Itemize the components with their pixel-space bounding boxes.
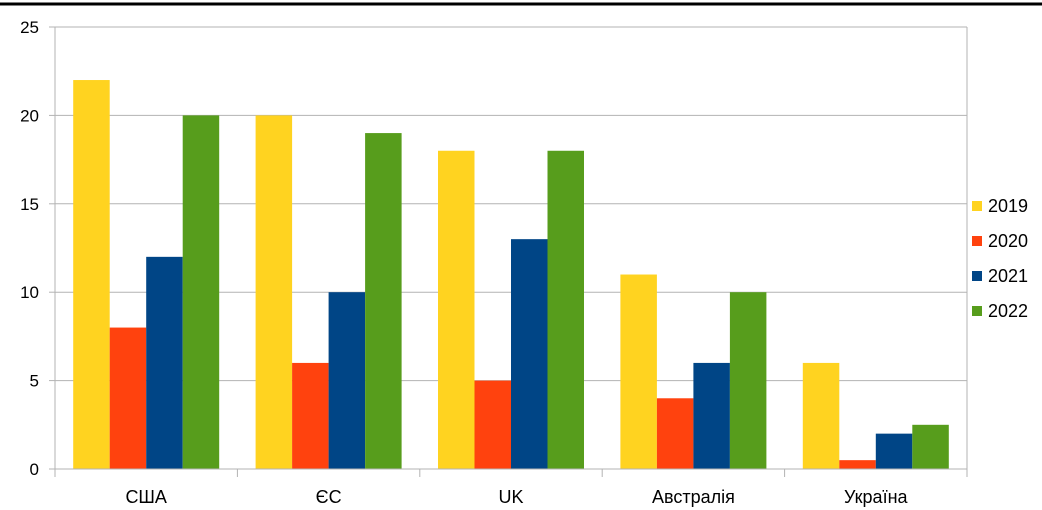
- legend-label: 2019: [988, 196, 1028, 216]
- bar-2021-5: [875, 433, 913, 469]
- legend-label: 2020: [988, 231, 1028, 251]
- bar-2020-1: [109, 327, 147, 469]
- bar-2022-1: [182, 115, 220, 470]
- bar-2022-3: [547, 150, 584, 469]
- bars: [73, 80, 949, 470]
- bar-2021-2: [328, 292, 366, 469]
- bar-2019-2: [255, 115, 293, 470]
- bar-2022-5: [912, 424, 949, 469]
- legend: 2019 2020 2021 2022: [972, 196, 1028, 321]
- x-tick-label: ЄС: [316, 487, 342, 507]
- bar-2021-1: [146, 256, 183, 469]
- axes: [54, 27, 968, 470]
- bar-2019-5: [802, 362, 840, 469]
- legend-label: 2021: [988, 266, 1028, 286]
- bar-2022-4: [729, 292, 767, 469]
- bar-2020-5: [839, 460, 876, 469]
- bar-2021-3: [511, 239, 548, 469]
- bar-2021-4: [693, 362, 730, 469]
- x-tick-label: США: [125, 487, 167, 507]
- bar-2019-4: [620, 274, 657, 469]
- y-tick-label: 5: [30, 372, 39, 391]
- bar-2020-3: [474, 380, 511, 469]
- bar-2020-2: [292, 362, 329, 469]
- legend-swatch: [972, 271, 982, 281]
- y-axis-ticks: 0 5 10 15 20 25: [20, 18, 55, 479]
- y-tick-label: 0: [30, 460, 39, 479]
- y-tick-label: 25: [20, 18, 39, 37]
- legend-swatch: [972, 201, 982, 211]
- bar-2019-3: [438, 150, 475, 469]
- bar-2020-4: [656, 398, 694, 469]
- x-tick-label: Україна: [844, 487, 908, 507]
- legend-swatch: [972, 236, 982, 246]
- bar-2022-2: [365, 133, 402, 469]
- legend-swatch: [972, 306, 982, 316]
- y-tick-label: 20: [20, 106, 39, 125]
- x-tick-label: UK: [498, 487, 523, 507]
- x-axis-ticks: США ЄС UK Австралія Україна: [54, 469, 968, 507]
- x-tick-label: Австралія: [652, 487, 735, 507]
- y-tick-label: 10: [20, 283, 39, 302]
- legend-label: 2022: [988, 301, 1028, 321]
- bar-2019-1: [73, 80, 110, 469]
- y-tick-label: 15: [20, 195, 39, 214]
